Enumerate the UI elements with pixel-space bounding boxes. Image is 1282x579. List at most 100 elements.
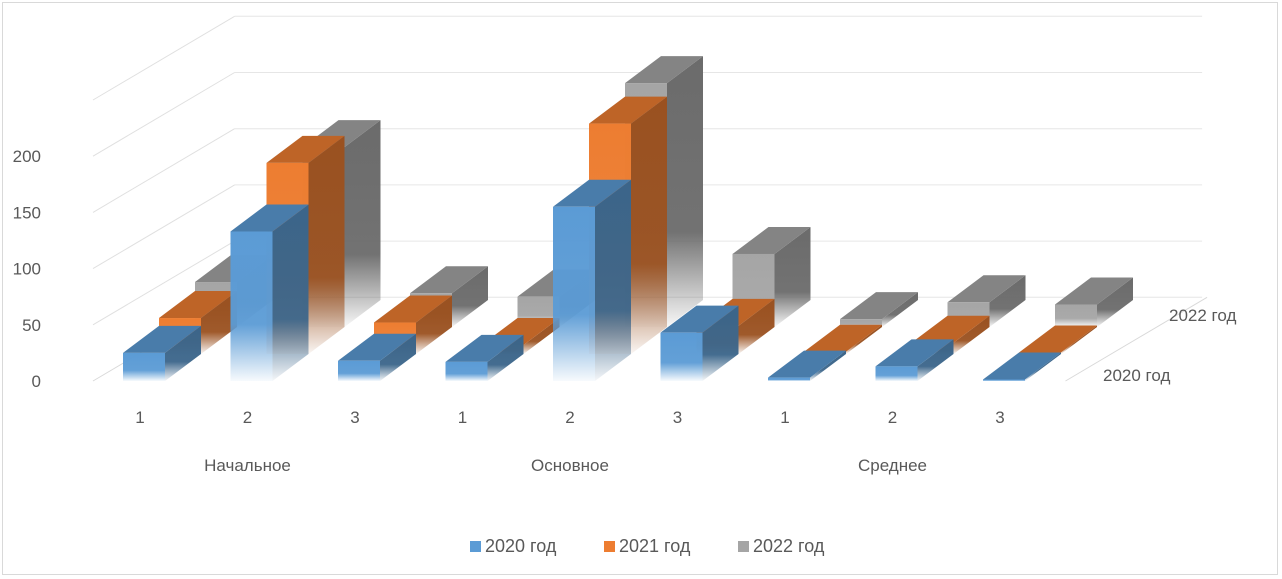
bar-top bbox=[732, 226, 811, 254]
bar bbox=[983, 352, 1061, 381]
legend-swatch bbox=[604, 541, 615, 552]
x-tick-label: 2 bbox=[888, 408, 897, 427]
bar-front bbox=[983, 379, 1025, 381]
bar-side bbox=[1025, 352, 1061, 381]
group-label: Основное bbox=[531, 456, 609, 475]
bar-front bbox=[553, 206, 595, 381]
bar-side bbox=[810, 350, 846, 381]
depth-axis-label: 2022 год bbox=[1169, 306, 1236, 325]
x-tick-label: 3 bbox=[995, 408, 1004, 427]
x-tick-label: 1 bbox=[135, 408, 144, 427]
x-tick-label: 3 bbox=[350, 408, 359, 427]
legend-swatch bbox=[738, 541, 749, 552]
bar-side bbox=[523, 318, 560, 354]
gridline-side bbox=[92, 184, 235, 270]
bar-side bbox=[917, 339, 954, 381]
bar-top bbox=[875, 339, 954, 367]
gridline-side bbox=[92, 128, 235, 213]
bar-front bbox=[230, 231, 273, 381]
legend-label: 2020 год bbox=[485, 536, 557, 556]
bar-front bbox=[445, 361, 488, 381]
bar-side bbox=[308, 135, 345, 354]
bar-side bbox=[631, 96, 667, 354]
bar-top bbox=[1055, 277, 1133, 305]
legend-label: 2022 год bbox=[753, 536, 825, 556]
bar-front bbox=[840, 319, 882, 327]
bar-side bbox=[201, 291, 237, 354]
bar-top bbox=[840, 292, 918, 320]
x-tick-label: 1 bbox=[780, 408, 789, 427]
bar-side bbox=[882, 292, 918, 327]
x-tick-label: 2 bbox=[243, 408, 252, 427]
bar-front bbox=[660, 332, 703, 381]
group-label: Среднее bbox=[858, 456, 927, 475]
bar-top bbox=[553, 179, 631, 207]
gridline-side bbox=[92, 15, 235, 101]
bar bbox=[660, 305, 739, 381]
bar-top bbox=[445, 334, 524, 362]
bar bbox=[875, 339, 954, 381]
bar-side bbox=[380, 333, 416, 381]
x-tick-label: 1 bbox=[458, 408, 467, 427]
chart-svg: 0 50 100 150 200 1 2 3 1 2 3 1 2 3 Начальное Основное Ср… bbox=[13, 15, 1236, 556]
bar-side bbox=[738, 298, 775, 354]
bar-top bbox=[338, 333, 416, 361]
bar-top bbox=[266, 135, 345, 163]
bar-side bbox=[702, 305, 739, 381]
bar-front bbox=[338, 360, 380, 381]
bar-top bbox=[911, 315, 990, 343]
bar-side bbox=[1061, 325, 1097, 354]
bar-side bbox=[487, 334, 524, 381]
bar-top bbox=[660, 305, 739, 333]
y-tick-label: 50 bbox=[22, 316, 41, 335]
gridline-side bbox=[92, 72, 235, 157]
bar-side bbox=[989, 275, 1026, 327]
bar bbox=[123, 325, 201, 381]
x-tick-label: 2 bbox=[565, 408, 574, 427]
bar-side bbox=[344, 120, 381, 327]
bar-side bbox=[272, 204, 309, 381]
bar bbox=[445, 334, 524, 381]
bar bbox=[230, 204, 309, 381]
bar-top bbox=[589, 96, 667, 124]
y-tick-label: 0 bbox=[32, 372, 41, 391]
depth-axis-label: 2020 год bbox=[1103, 366, 1170, 385]
bar bbox=[804, 324, 882, 354]
bar-side bbox=[846, 324, 882, 354]
bar-top bbox=[374, 295, 452, 323]
bar bbox=[338, 333, 416, 381]
bar-front bbox=[1055, 304, 1097, 327]
y-axis: 0 50 100 150 200 bbox=[13, 147, 41, 391]
group-label: Начальное bbox=[204, 456, 291, 475]
bar bbox=[732, 226, 811, 327]
bar-top bbox=[123, 325, 201, 353]
bar-top bbox=[159, 291, 237, 319]
bar-front bbox=[768, 377, 810, 381]
bar bbox=[768, 350, 846, 381]
floor-edge bbox=[1065, 296, 1208, 382]
bar-top bbox=[947, 275, 1026, 303]
bar-side bbox=[165, 325, 201, 381]
bars bbox=[123, 56, 1133, 381]
gridline-side bbox=[92, 240, 235, 326]
bar bbox=[553, 179, 631, 381]
bar-side bbox=[595, 179, 631, 381]
bar-front bbox=[875, 366, 918, 381]
bar-top bbox=[230, 204, 309, 232]
bar bbox=[840, 292, 918, 327]
legend-swatch bbox=[470, 541, 481, 552]
bar-top bbox=[804, 324, 882, 352]
y-tick-label: 100 bbox=[13, 260, 41, 279]
bar-side bbox=[1097, 277, 1133, 327]
bar-side bbox=[452, 266, 488, 327]
x-tick-label: 3 bbox=[673, 408, 682, 427]
bar-side bbox=[416, 295, 452, 354]
legend: 2020 год 2021 год 2022 год bbox=[470, 536, 825, 556]
bar-side bbox=[667, 56, 703, 327]
gridlines bbox=[92, 15, 1208, 382]
x-axis: 1 2 3 1 2 3 1 2 3 Начальное Основное Среднее bbox=[135, 408, 1004, 475]
bar-side bbox=[953, 315, 990, 354]
y-tick-label: 150 bbox=[13, 203, 41, 222]
depth-axis: 2020 год 2022 год bbox=[1103, 306, 1236, 385]
